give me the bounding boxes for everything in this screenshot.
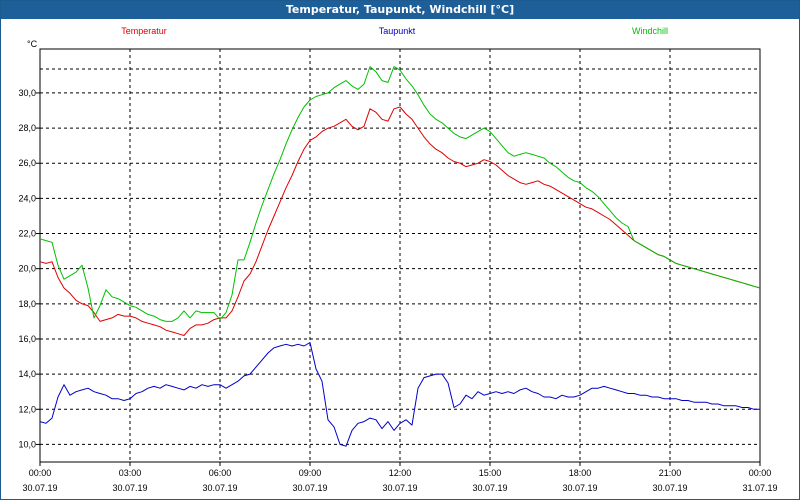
y-tick-label: 10,0 [18, 439, 36, 449]
x-tick-time-label: 18:00 [569, 468, 592, 478]
y-tick-label: 30,0 [18, 88, 36, 98]
x-tick-date-label: 30.07.19 [472, 483, 507, 493]
y-tick-label: 18,0 [18, 299, 36, 309]
y-tick-label: 16,0 [18, 334, 36, 344]
legend: Temperatur Taupunkt Windchill [121, 26, 668, 36]
x-tick-time-label: 15:00 [479, 468, 502, 478]
x-tick-time-label: 00:00 [749, 468, 772, 478]
y-tick-label: 14,0 [18, 369, 36, 379]
y-tick-label: 22,0 [18, 229, 36, 239]
y-axis-ticks: 10,0 12,0 14,0 16,0 18,0 20,0 22,0 24,0 26,0 28,0… [18, 88, 40, 449]
legend-item-temperatur: Temperatur [121, 26, 167, 36]
y-tick-label: 24,0 [18, 193, 36, 203]
series-lines [39, 66, 761, 447]
y-tick-label: 28,0 [18, 123, 36, 133]
chart-canvas: 10,0 12,0 14,0 16,0 18,0 20,0 22,0 24,0 26,0 28,0… [18, 26, 778, 493]
x-tick-time-label: 12:00 [389, 468, 412, 478]
legend-item-taupunkt: Taupunkt [379, 26, 416, 36]
x-tick-date-label: 30.07.19 [22, 483, 57, 493]
series-line-taupunkt [39, 342, 760, 447]
x-tick-date-label: 30.07.19 [652, 483, 687, 493]
x-tick-date-label: 30.07.19 [112, 483, 147, 493]
series-line-windchill [39, 66, 761, 322]
x-tick-date-label: 30.07.19 [292, 483, 327, 493]
y-axis-unit-label: °C [27, 39, 38, 49]
x-tick-date-label: 31.07.19 [742, 483, 777, 493]
window-title: Temperatur, Taupunkt, Windchill [°C] [1, 1, 799, 19]
x-tick-time-label: 00:00 [29, 468, 52, 478]
y-tick-label: 26,0 [18, 158, 36, 168]
x-tick-time-label: 03:00 [119, 468, 142, 478]
x-tick-time-label: 09:00 [299, 468, 322, 478]
grid-lines [40, 49, 760, 462]
x-axis-ticks: 00:00 30.07.19 03:00 30.07.19 06:00 30.07.19 0… [22, 462, 778, 493]
x-tick-time-label: 06:00 [209, 468, 232, 478]
legend-item-windchill: Windchill [632, 26, 668, 36]
x-tick-date-label: 30.07.19 [562, 483, 597, 493]
x-tick-time-label: 21:00 [659, 468, 682, 478]
x-tick-date-label: 30.07.19 [202, 483, 237, 493]
y-tick-label: 12,0 [18, 404, 36, 414]
y-tick-label: 20,0 [18, 264, 36, 274]
x-tick-date-label: 30.07.19 [382, 483, 417, 493]
